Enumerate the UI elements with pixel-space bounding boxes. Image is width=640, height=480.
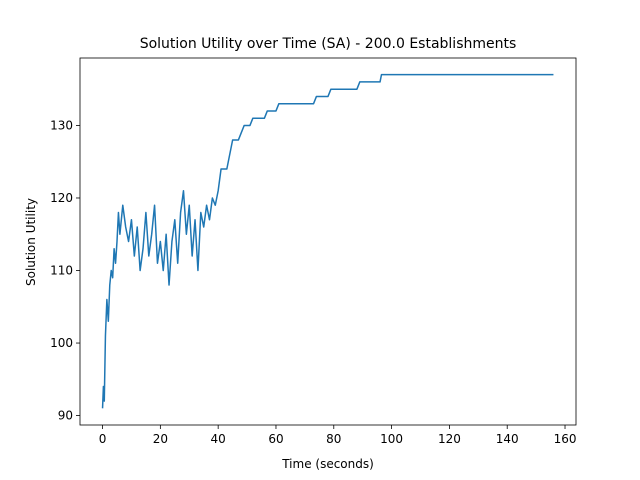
plot-frame xyxy=(79,57,577,426)
line-series xyxy=(101,73,554,409)
x-tick-label: 140 xyxy=(496,432,519,446)
chart-title: Solution Utility over Time (SA) - 200.0 … xyxy=(140,36,517,52)
x-tick-label: 40 xyxy=(211,432,226,446)
y-tick-label: 100 xyxy=(50,336,73,350)
x-tick-label: 160 xyxy=(554,432,577,446)
y-tick-label: 90 xyxy=(58,409,73,423)
x-axis-label: Time (seconds) xyxy=(281,457,374,471)
x-tick-label: 0 xyxy=(99,432,107,446)
x-tick-label: 120 xyxy=(438,432,461,446)
x-tick-label: 20 xyxy=(153,432,168,446)
y-axis-label: Solution Utility xyxy=(24,198,38,286)
x-tick-label: 80 xyxy=(326,432,341,446)
y-tick-label: 130 xyxy=(50,118,73,132)
x-tick-label: 100 xyxy=(380,432,403,446)
y-tick-label: 110 xyxy=(50,264,73,278)
y-tick-label: 120 xyxy=(50,191,73,205)
x-tick-label: 60 xyxy=(268,432,283,446)
